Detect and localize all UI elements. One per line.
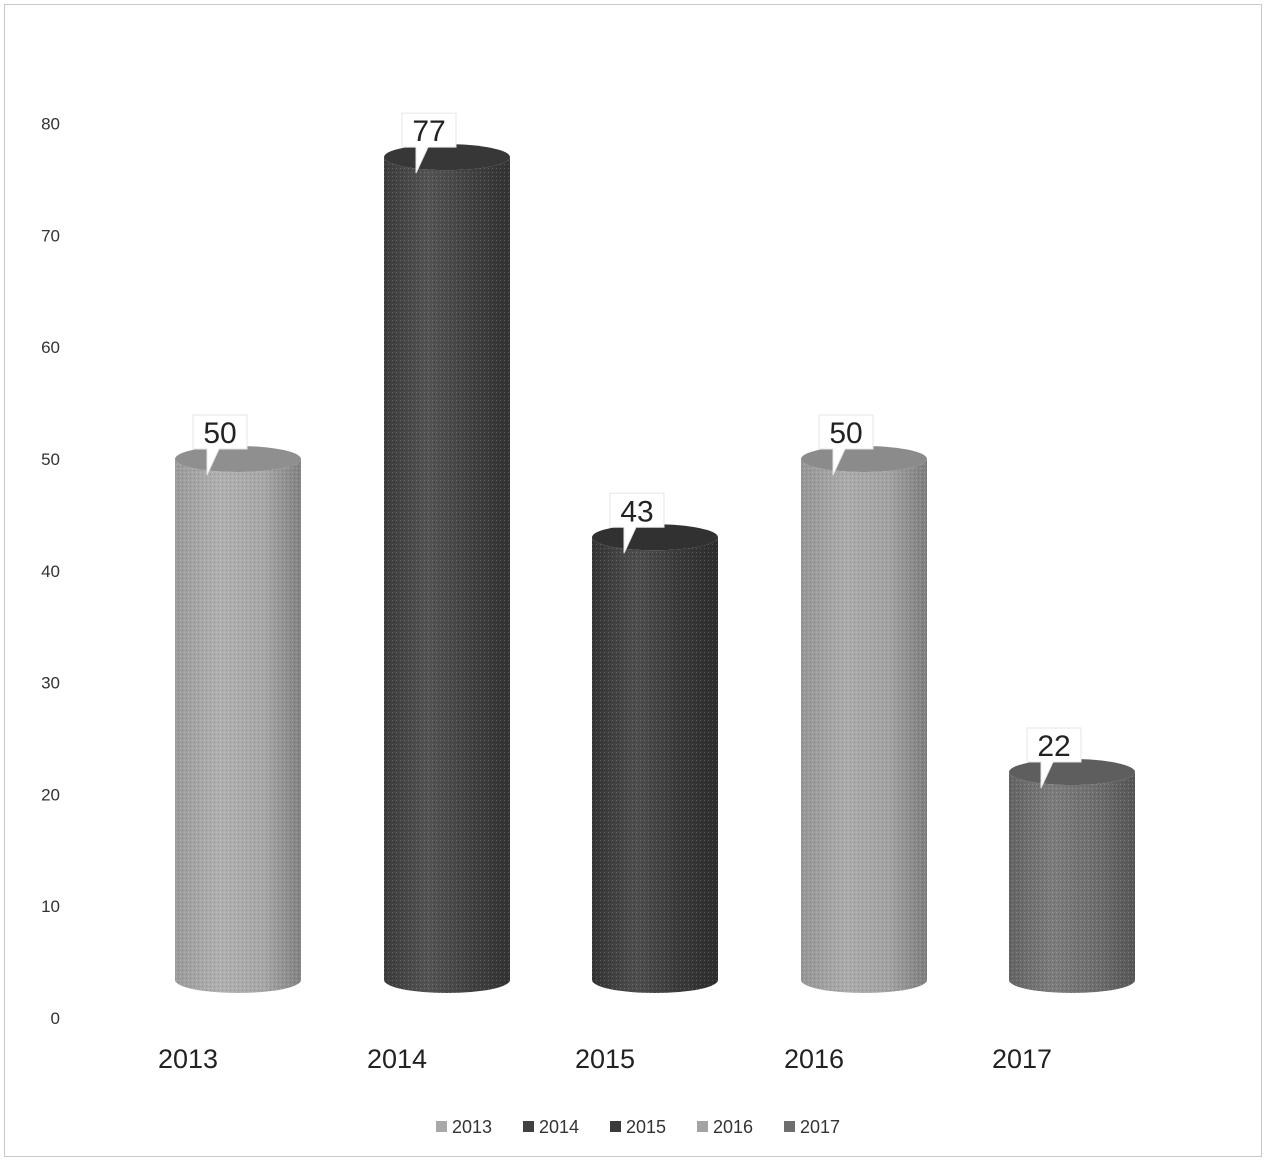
cylinder-top xyxy=(384,144,510,171)
legend-swatch xyxy=(436,1121,447,1132)
data-label-value: 43 xyxy=(620,495,653,528)
legend-swatch xyxy=(697,1121,708,1132)
legend-swatch xyxy=(523,1121,534,1132)
legend-label: 2014 xyxy=(539,1117,579,1137)
data-label-2015: 43 xyxy=(609,492,665,554)
legend-item-2013: 2013 xyxy=(436,1117,492,1137)
data-label-callout xyxy=(1026,727,1082,789)
y-tick-label: 60 xyxy=(41,338,60,357)
x-category-label: 2013 xyxy=(158,1044,218,1074)
cylinder-texture xyxy=(384,157,510,993)
y-tick-label: 50 xyxy=(41,450,60,469)
x-category-label: 2016 xyxy=(784,1044,844,1074)
legend-label: 2017 xyxy=(800,1117,840,1137)
x-axis: 2013 2014 2015 2016 2017 xyxy=(158,1044,1052,1074)
y-tick-label: 0 xyxy=(51,1009,60,1028)
x-category-label: 2014 xyxy=(367,1044,427,1074)
data-label-2017: 22 xyxy=(1026,727,1082,789)
legend-item-2016: 2016 xyxy=(697,1117,753,1137)
data-label-value: 77 xyxy=(412,115,445,148)
bar-2014 xyxy=(384,144,510,993)
data-label-callout xyxy=(192,414,248,476)
data-label-callout xyxy=(818,414,874,476)
bar-2015 xyxy=(592,524,718,993)
data-label-value: 22 xyxy=(1037,730,1070,763)
legend: 2013 2014 2015 2016 2017 xyxy=(436,1117,840,1137)
x-category-label: 2017 xyxy=(992,1044,1052,1074)
legend-item-2014: 2014 xyxy=(523,1117,579,1137)
legend-label: 2015 xyxy=(626,1117,666,1137)
y-tick-label: 10 xyxy=(41,897,60,916)
data-label-callout xyxy=(609,492,665,554)
cylinder-texture xyxy=(801,459,927,993)
y-tick-label: 40 xyxy=(41,562,60,581)
y-tick-label: 30 xyxy=(41,674,60,693)
data-label-callout xyxy=(401,112,457,174)
cylinder-texture xyxy=(1009,772,1135,993)
cylinder-top xyxy=(175,446,301,472)
bar-2017 xyxy=(1009,759,1135,993)
data-label-2016: 50 xyxy=(818,414,874,476)
legend-swatch xyxy=(610,1121,621,1132)
y-tick-label: 20 xyxy=(41,785,60,804)
cylinder-top xyxy=(592,524,718,551)
cylinder-top xyxy=(801,446,927,472)
cylinder-texture xyxy=(175,459,301,993)
data-label-2014: 77 xyxy=(401,112,457,174)
legend-label: 2013 xyxy=(452,1117,492,1137)
data-labels: 50 77 43 50 22 xyxy=(192,112,1082,789)
legend-label: 2016 xyxy=(713,1117,753,1137)
x-category-label: 2015 xyxy=(575,1044,635,1074)
data-label-value: 50 xyxy=(829,417,862,450)
cylinder-top xyxy=(1009,759,1135,786)
data-label-value: 50 xyxy=(203,417,236,450)
legend-item-2015: 2015 xyxy=(610,1117,666,1137)
y-axis: 0 10 20 30 40 50 60 70 80 xyxy=(41,115,60,1028)
cylinder-texture xyxy=(592,537,718,993)
data-label-2013: 50 xyxy=(192,414,248,476)
bar-2013 xyxy=(175,446,301,993)
legend-swatch xyxy=(784,1121,795,1132)
bars xyxy=(175,144,1135,993)
legend-item-2017: 2017 xyxy=(784,1117,840,1137)
y-tick-label: 80 xyxy=(41,115,60,134)
bar-2016 xyxy=(801,446,927,993)
y-tick-label: 70 xyxy=(41,226,60,245)
